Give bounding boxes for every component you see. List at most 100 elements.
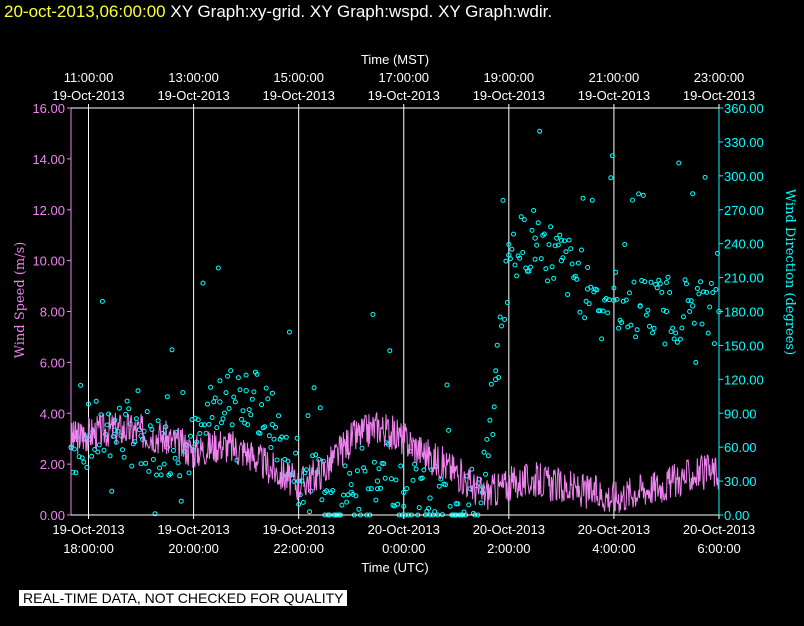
wind-direction-point (521, 217, 527, 223)
wind-direction-point (401, 489, 407, 496)
wind-direction-point (375, 486, 380, 492)
wind-direction-point (376, 466, 382, 472)
wind-direction-point (265, 396, 271, 402)
wind-direction-point (246, 407, 252, 413)
wind-direction-point (685, 298, 691, 304)
wind-direction-point (645, 307, 651, 313)
wind-direction-point (342, 463, 348, 469)
wind-direction-point (611, 285, 617, 291)
wind-direction-point (218, 420, 224, 426)
wind-direction-point (177, 473, 183, 479)
wind-direction-point (558, 237, 564, 243)
wind-direction-point (545, 278, 550, 284)
wind-direction-point (269, 421, 276, 428)
wind-direction-point (500, 197, 506, 203)
wind-direction-point (682, 277, 688, 283)
wind-direction-point (694, 286, 700, 291)
wind-direction-point (619, 320, 625, 325)
wind-direction-point (240, 408, 246, 414)
wind-direction-point (313, 452, 319, 458)
left-tick-label: 2.00 (40, 457, 65, 472)
wind-direction-point (485, 453, 491, 459)
wind-direction-point (597, 308, 603, 314)
right-tick-label: 120.00 (724, 372, 764, 387)
wind-direction-point (410, 477, 416, 483)
wind-direction-point (640, 192, 646, 198)
wind-direction-point (248, 412, 254, 418)
wind-direction-point (582, 315, 588, 321)
wind-direction-point (354, 468, 360, 474)
right-tick-label: 30.00 (724, 474, 757, 489)
top-axis-label: Time (MST) (361, 52, 429, 67)
wind-direction-point (319, 497, 325, 503)
wind-direction-point (630, 197, 635, 203)
left-tick-label: 8.00 (40, 305, 65, 320)
wind-direction-point (141, 428, 147, 434)
wind-direction-point (560, 255, 566, 261)
wind-direction-point (362, 468, 368, 474)
wind-direction-point (116, 405, 122, 411)
wind-direction-point (548, 224, 554, 230)
wind-direction-point (427, 495, 433, 501)
wind-direction-point (555, 242, 561, 248)
wind-direction-point (416, 505, 422, 511)
wind-direction-point (538, 256, 544, 262)
wind-direction-point (699, 321, 705, 327)
wind-direction-point (387, 348, 393, 354)
wind-direction-point (158, 472, 164, 478)
wind-direction-point (215, 265, 221, 271)
wind-direction-point (180, 390, 186, 395)
wind-direction-point (307, 509, 312, 515)
wind-direction-point (205, 401, 210, 407)
wind-direction-point (126, 406, 132, 412)
left-tick-label: 14.00 (32, 152, 65, 167)
wind-direction-point (707, 304, 713, 310)
wind-direction-point (568, 246, 574, 252)
wind-direction-point (89, 453, 95, 459)
bottom-tick-date: 19-Oct-2013 (52, 522, 124, 537)
wind-direction-point (432, 509, 438, 515)
wind-direction-point (611, 297, 617, 303)
wind-direction-point (580, 195, 586, 201)
wind-direction-point (348, 482, 354, 488)
chart-title: 20-oct-2013,06:00:00 XY Graph:xy-grid. X… (4, 2, 552, 22)
wind-direction-point (120, 447, 125, 453)
wind-direction-point (273, 424, 278, 430)
wind-direction-point (622, 242, 628, 247)
wind-direction-point (201, 422, 207, 428)
right-tick-label: 60.00 (724, 440, 757, 455)
wind-direction-point (231, 394, 237, 400)
wind-direction-point (594, 287, 600, 293)
bottom-tick-date: 20-Oct-2013 (683, 522, 755, 537)
wind-direction-point (531, 208, 537, 213)
wind-direction-point (631, 279, 637, 285)
wind-direction-point (276, 413, 282, 419)
top-tick-date: 19-Oct-2013 (368, 88, 440, 103)
wind-direction-point (633, 334, 639, 340)
wind-direction-point (688, 298, 694, 304)
wind-direction-point (650, 330, 656, 336)
wind-direction-point (269, 390, 275, 396)
wind-direction-point (584, 286, 591, 292)
wind-direction-point (681, 314, 686, 320)
wind-direction-point (300, 499, 306, 505)
wind-direction-point (225, 373, 231, 379)
bottom-axis-label: Time (UTC) (361, 560, 428, 575)
wind-direction-point (175, 460, 181, 466)
wind-direction-point (616, 325, 622, 331)
right-tick-label: 330.00 (724, 135, 764, 150)
wind-direction-point (303, 467, 309, 473)
wind-direction-point (146, 468, 152, 474)
top-tick-time: 23:00:00 (694, 70, 745, 85)
wind-direction-point (558, 257, 565, 264)
wind-direction-point (509, 246, 515, 252)
wind-direction-point (311, 385, 317, 391)
wind-direction-point (259, 402, 265, 408)
top-tick-date: 19-Oct-2013 (157, 88, 229, 103)
bottom-tick-date: 19-Oct-2013 (263, 522, 335, 537)
wind-direction-point (169, 347, 175, 353)
wind-direction-point (574, 276, 580, 282)
wind-direction-point (164, 394, 170, 400)
right-axis-label: Wind Direction (degrees) (782, 189, 797, 355)
wind-direction-point (251, 389, 257, 395)
